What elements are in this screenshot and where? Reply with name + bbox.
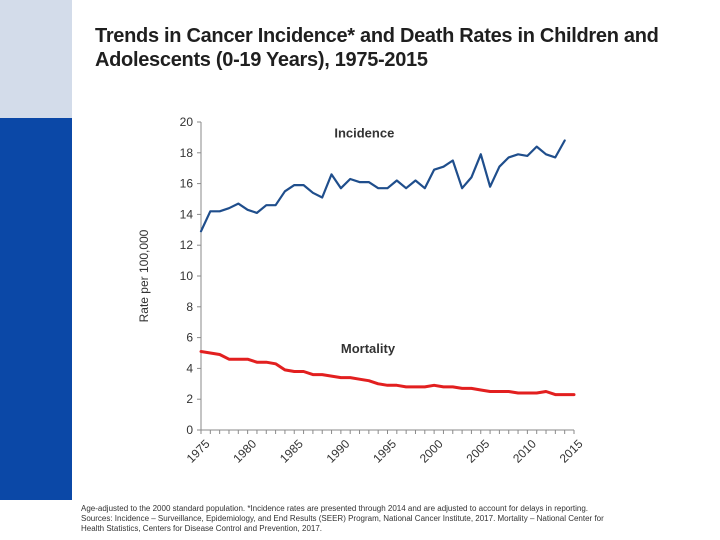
line-chart: 0 2 4 6 8 10 12 14 16 18 20 1975 1980 1985 1990 1995 200… — [120, 108, 600, 480]
series-line-incidence — [199, 139, 566, 233]
x-tick-label: 1990 — [324, 437, 353, 466]
footnote: Age-adjusted to the 2000 standard popula… — [81, 504, 711, 534]
x-tick-label: 2000 — [417, 437, 446, 466]
chart-svg: 0 2 4 6 8 10 12 14 16 18 20 1975 1980 1985 1990 1995 200… — [137, 115, 586, 466]
y-tick-label: 10 — [180, 269, 194, 283]
series-label-mortality: Mortality — [341, 341, 396, 356]
y-tick-label: 14 — [180, 207, 194, 221]
y-tick-label: 0 — [186, 423, 193, 437]
x-tick-label: 1995 — [370, 437, 399, 466]
x-tick-label: 2005 — [464, 437, 493, 466]
y-axis-label: Rate per 100,000 — [137, 229, 151, 322]
x-tick-label: 2015 — [557, 437, 586, 466]
y-tick-label: 8 — [186, 300, 193, 314]
slide-title-line-2: Adolescents (0-19 Years), 1975-2015 — [95, 49, 428, 71]
slide-title: Trends in Cancer Incidence* and Death Ra… — [95, 24, 705, 72]
slide-title-line-1: Trends in Cancer Incidence* and Death Ra… — [95, 25, 659, 47]
footnote-line-1: Age-adjusted to the 2000 standard popula… — [81, 504, 589, 513]
series-label-incidence: Incidence — [334, 125, 394, 140]
series-line-mortality — [199, 350, 576, 397]
y-tick-label: 20 — [180, 115, 194, 129]
sidebar-accent-dark — [0, 118, 72, 500]
y-tick-label: 18 — [180, 146, 194, 160]
footnote-line-3: Health Statistics, Centers for Disease C… — [81, 524, 323, 533]
y-tick-label: 4 — [186, 361, 193, 375]
x-tick-label: 1975 — [184, 437, 213, 466]
x-tick-label: 1985 — [277, 437, 306, 466]
y-tick-label: 2 — [186, 392, 193, 406]
x-tick-label: 1980 — [230, 437, 259, 466]
y-tick-label: 12 — [180, 238, 194, 252]
x-tick-label: 2010 — [510, 437, 539, 466]
sidebar-accent-light — [0, 0, 72, 118]
y-tick-label: 16 — [180, 177, 194, 191]
footnote-line-2: Sources: Incidence – Surveillance, Epide… — [81, 514, 604, 523]
y-tick-label: 6 — [186, 331, 193, 345]
